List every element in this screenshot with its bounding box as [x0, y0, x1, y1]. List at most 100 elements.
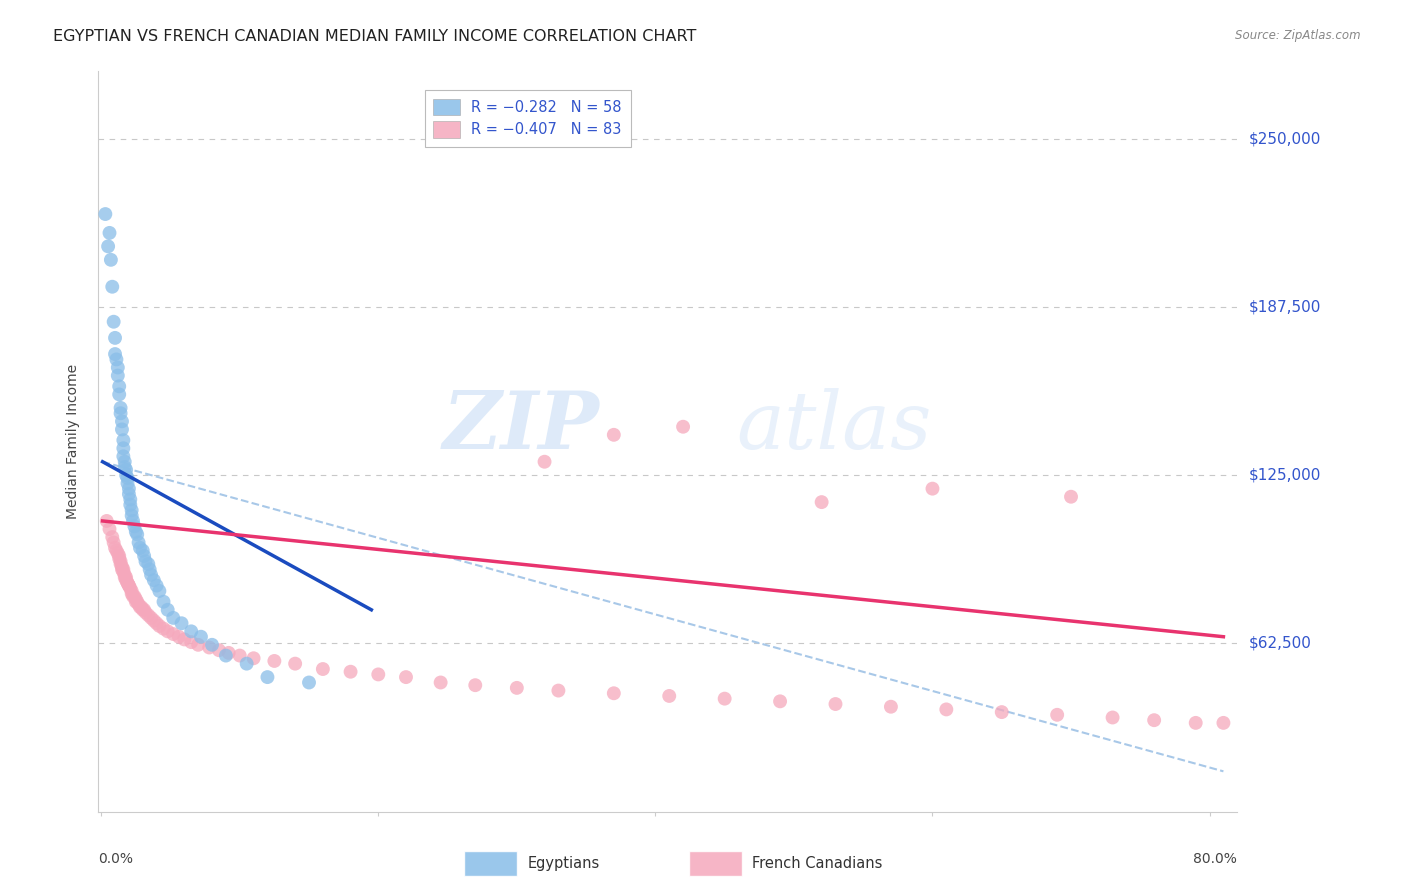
Point: [111, 422, 134, 436]
Point: [935, 702, 957, 716]
Point: [110, 406, 132, 420]
Point: [110, 557, 132, 571]
Point: [139, 611, 162, 625]
Point: [128, 598, 150, 612]
Point: [156, 624, 179, 639]
Point: [190, 630, 212, 644]
Point: [132, 603, 155, 617]
Point: [98, 226, 121, 240]
Point: [180, 635, 202, 649]
Point: [138, 562, 160, 576]
Point: [135, 606, 157, 620]
Point: [187, 638, 209, 652]
Point: [180, 624, 202, 639]
Point: [104, 347, 127, 361]
Point: [120, 498, 142, 512]
Text: $62,500: $62,500: [1249, 636, 1312, 651]
Point: [367, 667, 389, 681]
Point: [121, 508, 143, 523]
Point: [1046, 707, 1069, 722]
Point: [208, 643, 231, 657]
Point: [127, 527, 149, 541]
Point: [104, 331, 127, 345]
Point: [672, 419, 695, 434]
Point: [201, 638, 224, 652]
Point: [108, 551, 131, 566]
Point: [145, 578, 167, 592]
Point: [1143, 713, 1166, 727]
Point: [105, 543, 128, 558]
Text: Source: ZipAtlas.com: Source: ZipAtlas.com: [1236, 29, 1361, 42]
Point: [118, 487, 141, 501]
Point: [108, 379, 131, 393]
Point: [124, 519, 146, 533]
Point: [242, 651, 264, 665]
Point: [118, 578, 141, 592]
Point: [603, 686, 626, 700]
Point: [103, 535, 125, 549]
Point: [107, 360, 129, 375]
Point: [312, 662, 335, 676]
Point: [110, 554, 132, 568]
Point: [769, 694, 792, 708]
Point: [115, 573, 138, 587]
Point: [547, 683, 569, 698]
Point: [98, 522, 121, 536]
Point: [110, 401, 132, 415]
Text: 0.0%: 0.0%: [98, 853, 134, 866]
Point: [114, 455, 136, 469]
Point: [170, 616, 193, 631]
Point: [135, 554, 157, 568]
Point: [229, 648, 252, 663]
Point: [198, 640, 221, 655]
Point: [145, 616, 167, 631]
Point: [112, 442, 135, 456]
Point: [810, 495, 832, 509]
Point: [104, 541, 127, 555]
Point: [162, 611, 184, 625]
Point: [100, 252, 122, 267]
Point: [97, 239, 120, 253]
Point: [120, 581, 142, 595]
Point: [713, 691, 735, 706]
Point: [1212, 715, 1234, 730]
Point: [533, 455, 555, 469]
Point: [115, 570, 138, 584]
Point: [256, 670, 278, 684]
Point: [506, 681, 529, 695]
Point: [118, 578, 141, 592]
Point: [139, 567, 162, 582]
Point: [118, 482, 141, 496]
Point: [156, 603, 179, 617]
Point: [127, 595, 149, 609]
Point: [114, 460, 136, 475]
Point: [990, 705, 1012, 719]
Point: [132, 543, 155, 558]
Point: [152, 595, 174, 609]
Point: [114, 567, 136, 582]
Point: [1184, 715, 1206, 730]
Point: [148, 584, 170, 599]
Point: [108, 387, 131, 401]
Point: [103, 315, 125, 329]
Point: [1101, 710, 1123, 724]
Point: [921, 482, 943, 496]
Text: atlas: atlas: [737, 388, 932, 466]
Text: $125,000: $125,000: [1249, 467, 1322, 483]
Legend: R = −0.282   N = 58, R = −0.407   N = 83: R = −0.282 N = 58, R = −0.407 N = 83: [425, 90, 630, 147]
Point: [111, 414, 134, 428]
Point: [173, 632, 195, 647]
Point: [152, 622, 174, 636]
Point: [96, 514, 118, 528]
Point: [658, 689, 681, 703]
Point: [162, 627, 184, 641]
Point: [284, 657, 307, 671]
Point: [111, 562, 134, 576]
Point: [101, 279, 124, 293]
Point: [121, 584, 143, 599]
Text: $187,500: $187,500: [1249, 300, 1322, 314]
Point: [880, 699, 903, 714]
Text: $250,000: $250,000: [1249, 131, 1322, 146]
Point: [1060, 490, 1083, 504]
Point: [235, 657, 257, 671]
